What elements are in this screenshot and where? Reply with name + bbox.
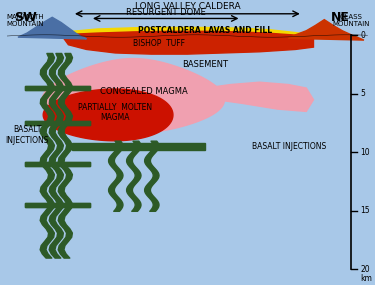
Polygon shape: [42, 59, 225, 133]
Polygon shape: [61, 31, 314, 54]
Text: NE: NE: [331, 11, 350, 24]
Text: 5: 5: [360, 89, 365, 98]
Text: CONGEALED MAGMA: CONGEALED MAGMA: [100, 87, 188, 96]
Text: BASALT
INJECTIONS: BASALT INJECTIONS: [5, 125, 49, 144]
Text: 10: 10: [360, 148, 370, 157]
Polygon shape: [25, 121, 90, 125]
Polygon shape: [43, 89, 173, 141]
Text: 20: 20: [360, 265, 370, 274]
Polygon shape: [25, 162, 90, 166]
Text: MAMMOTH
MOUNTAIN: MAMMOTH MOUNTAIN: [6, 14, 44, 27]
Text: RESURGENT DOME: RESURGENT DOME: [126, 8, 206, 17]
Polygon shape: [72, 27, 314, 40]
Polygon shape: [18, 17, 87, 39]
Polygon shape: [25, 203, 90, 207]
Polygon shape: [7, 6, 368, 281]
Text: 0: 0: [360, 31, 365, 40]
Polygon shape: [25, 86, 90, 90]
Polygon shape: [288, 20, 364, 40]
Text: BASALT INJECTIONS: BASALT INJECTIONS: [252, 142, 327, 151]
Text: PARTIALLY  MOLTEN
MAGMA: PARTIALLY MOLTEN MAGMA: [78, 103, 152, 122]
Polygon shape: [72, 143, 206, 150]
Text: BISHOP  TUFF: BISHOP TUFF: [132, 39, 184, 48]
Text: POSTCALDERA LAVAS AND FILL: POSTCALDERA LAVAS AND FILL: [138, 26, 272, 35]
Polygon shape: [206, 82, 314, 111]
Text: SW: SW: [14, 11, 37, 24]
Text: LONG VALLEY CALDERA: LONG VALLEY CALDERA: [135, 3, 240, 11]
Text: GLASS
MOUNTAIN: GLASS MOUNTAIN: [333, 14, 370, 27]
Text: BASEMENT: BASEMENT: [182, 60, 228, 69]
Text: 15: 15: [360, 206, 370, 215]
Text: km: km: [360, 274, 372, 283]
